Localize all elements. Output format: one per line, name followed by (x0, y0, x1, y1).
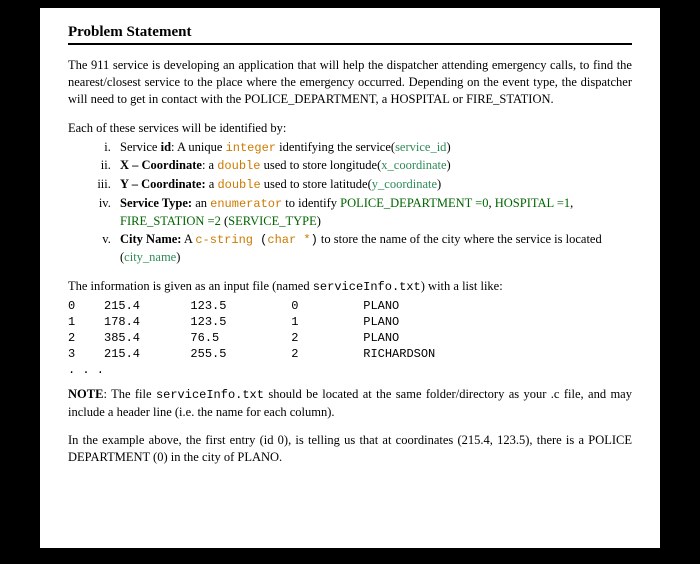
list-lead: Each of these services will be identifie… (68, 120, 632, 137)
code-cstring: c-string (195, 233, 253, 247)
var-city-name: city_name (124, 250, 176, 264)
enum-type: SERVICE_TYPE (228, 214, 317, 228)
var-x-coordinate: x_coordinate (381, 158, 446, 172)
code-charptr: char * (267, 233, 310, 247)
item-y-coordinate: Y – Coordinate: a double used to store l… (114, 176, 632, 194)
file-lead: The information is given as an input fil… (68, 278, 632, 295)
filename-2: serviceInfo.txt (156, 388, 264, 402)
section-heading: Problem Statement (68, 24, 632, 45)
enum-hospital: HOSPITAL =1 (495, 196, 570, 210)
code-integer: integer (226, 141, 276, 155)
page: Problem Statement The 911 service is dev… (40, 8, 660, 548)
ellipsis-dots: . . . (68, 364, 632, 376)
code-double: double (217, 159, 260, 173)
code-double-2: double (217, 178, 260, 192)
sample-data-table: 0 215.4 123.5 0 PLANO 1 178.4 123.5 1 PL… (68, 298, 632, 363)
var-service-id: service_id (395, 140, 446, 154)
enum-police: POLICE_DEPARTMENT =0 (340, 196, 488, 210)
filename-1: serviceInfo.txt (313, 280, 421, 294)
service-field-list: Service id: A unique integer identifying… (68, 139, 632, 267)
example-paragraph: In the example above, the first entry (i… (68, 432, 632, 466)
item-service-type: Service Type: an enumerator to identify … (114, 195, 632, 230)
code-enumerator: enumerator (210, 197, 282, 211)
note-paragraph: NOTE: The file serviceInfo.txt should be… (68, 386, 632, 420)
item-service-id: Service id: A unique integer identifying… (114, 139, 632, 157)
item-city-name: City Name: A c-string (char *) to store … (114, 231, 632, 266)
var-y-coordinate: y_coordinate (372, 177, 437, 191)
item-x-coordinate: X – Coordinate: a double used to store l… (114, 157, 632, 175)
intro-paragraph: The 911 service is developing an applica… (68, 57, 632, 108)
enum-fire: FIRE_STATION =2 (120, 214, 221, 228)
